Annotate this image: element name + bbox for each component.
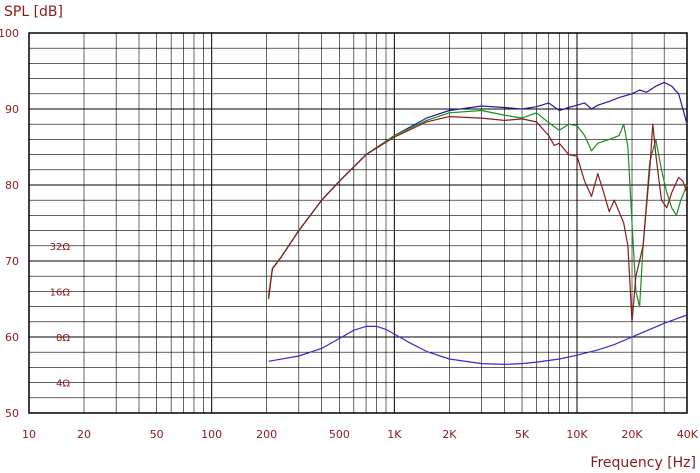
x-tick-label: 40K	[677, 428, 699, 441]
y-tick-label: 80	[5, 179, 19, 192]
series-line-2	[268, 109, 688, 308]
x-tick-label: 50	[150, 428, 164, 441]
x-tick-label: 500	[329, 428, 350, 441]
x-tick-label: 20K	[621, 428, 643, 441]
series-line-1	[268, 81, 688, 296]
y-axis-title: SPL [dB]	[4, 4, 63, 20]
x-tick-label: 10	[22, 428, 36, 441]
impedance-label: 4Ω	[56, 379, 70, 390]
plot-frame	[28, 32, 688, 414]
y-tick-label: 50	[5, 407, 19, 420]
x-tick-label: 100	[201, 428, 222, 441]
impedance-label: 16Ω	[50, 287, 71, 298]
y-tick-label: 70	[5, 255, 19, 268]
y-tick-label: 100	[0, 27, 19, 40]
y-tick-label: 60	[5, 331, 19, 344]
y-tick-label: 90	[5, 103, 19, 116]
x-tick-label: 10K	[566, 428, 588, 441]
series-layer	[268, 81, 688, 365]
x-tick-label: 20	[77, 428, 91, 441]
impedance-label: 32Ω	[50, 242, 71, 253]
series-line-4	[268, 314, 688, 365]
plot-grid	[29, 33, 687, 413]
impedance-label: 8Ω	[56, 333, 70, 344]
series-line-3	[268, 116, 688, 323]
x-axis-title: Frequency [Hz]	[590, 455, 696, 471]
x-tick-label: 5K	[515, 428, 530, 441]
x-tick-label: 200	[256, 428, 277, 441]
x-tick-label: 1K	[387, 428, 402, 441]
x-tick-label: 2K	[442, 428, 457, 441]
